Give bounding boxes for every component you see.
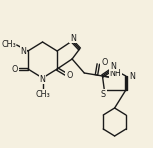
Text: CH₃: CH₃ [1, 40, 16, 49]
Text: O: O [101, 58, 108, 66]
Text: O: O [66, 70, 73, 79]
Text: NH: NH [110, 69, 121, 78]
Text: N: N [40, 74, 45, 83]
Text: O: O [12, 65, 18, 74]
Text: N: N [111, 62, 117, 70]
Text: CH₃: CH₃ [35, 90, 50, 99]
Text: S: S [101, 90, 106, 99]
Text: N: N [20, 46, 26, 56]
Text: N: N [70, 33, 76, 42]
Text: N: N [130, 71, 135, 81]
